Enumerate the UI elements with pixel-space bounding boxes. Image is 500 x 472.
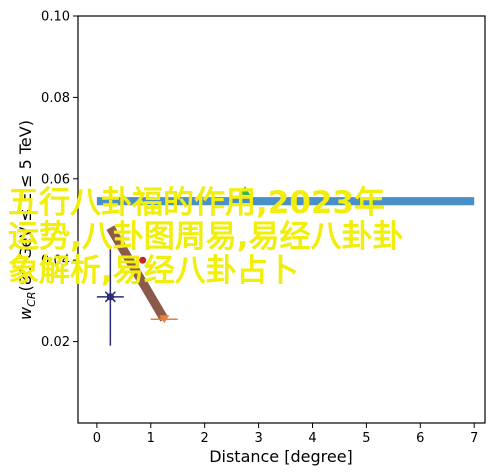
overlay-caption: 五行八卦福的作用,2023年 运势,八卦图周易,易经八卦卦 象解析,易经八卦占卜 — [8, 185, 404, 289]
chart-marks — [96, 186, 475, 346]
y-tick-label: 0.08 — [41, 91, 70, 106]
marker — [240, 186, 251, 196]
series-3-point-0 — [240, 186, 251, 196]
band-bar — [96, 197, 475, 206]
x-tick-label: 3 — [254, 431, 262, 446]
series-1-point-0 — [150, 315, 178, 324]
x-tick-label: 4 — [308, 431, 316, 446]
series-4-point-0 — [96, 197, 475, 206]
band-line — [106, 225, 169, 322]
y-tick-label: 0.06 — [41, 172, 70, 187]
x-tick-label: 1 — [147, 431, 155, 446]
marker — [159, 315, 170, 324]
y-axis-label: wCR(80 GeV ≤ E ≤ 5 TeV) — [16, 120, 38, 320]
x-tick-label: 2 — [201, 431, 209, 446]
x-tick-label: 7 — [470, 431, 478, 446]
x-tick-label: 0 — [93, 431, 101, 446]
x-axis-label: Distance [degree] — [209, 447, 353, 466]
x-tick-label: 6 — [416, 431, 424, 446]
y-tick-label: 0.10 — [41, 10, 70, 25]
series-2-point-0 — [139, 256, 147, 264]
plot-frame — [77, 15, 486, 424]
y-tick-label: 0.04 — [41, 254, 70, 269]
y-ticks: 0.02 0.04 0.06 0.08 0.10 — [41, 10, 78, 350]
y-tick-label: 0.02 — [41, 335, 70, 350]
marker-dot — [106, 293, 114, 301]
x-ticks: 0 1 2 3 4 5 6 7 — [93, 423, 478, 446]
series-0-point-0 — [96, 247, 124, 346]
x-tick-label: 5 — [362, 431, 370, 446]
marker — [139, 256, 147, 264]
